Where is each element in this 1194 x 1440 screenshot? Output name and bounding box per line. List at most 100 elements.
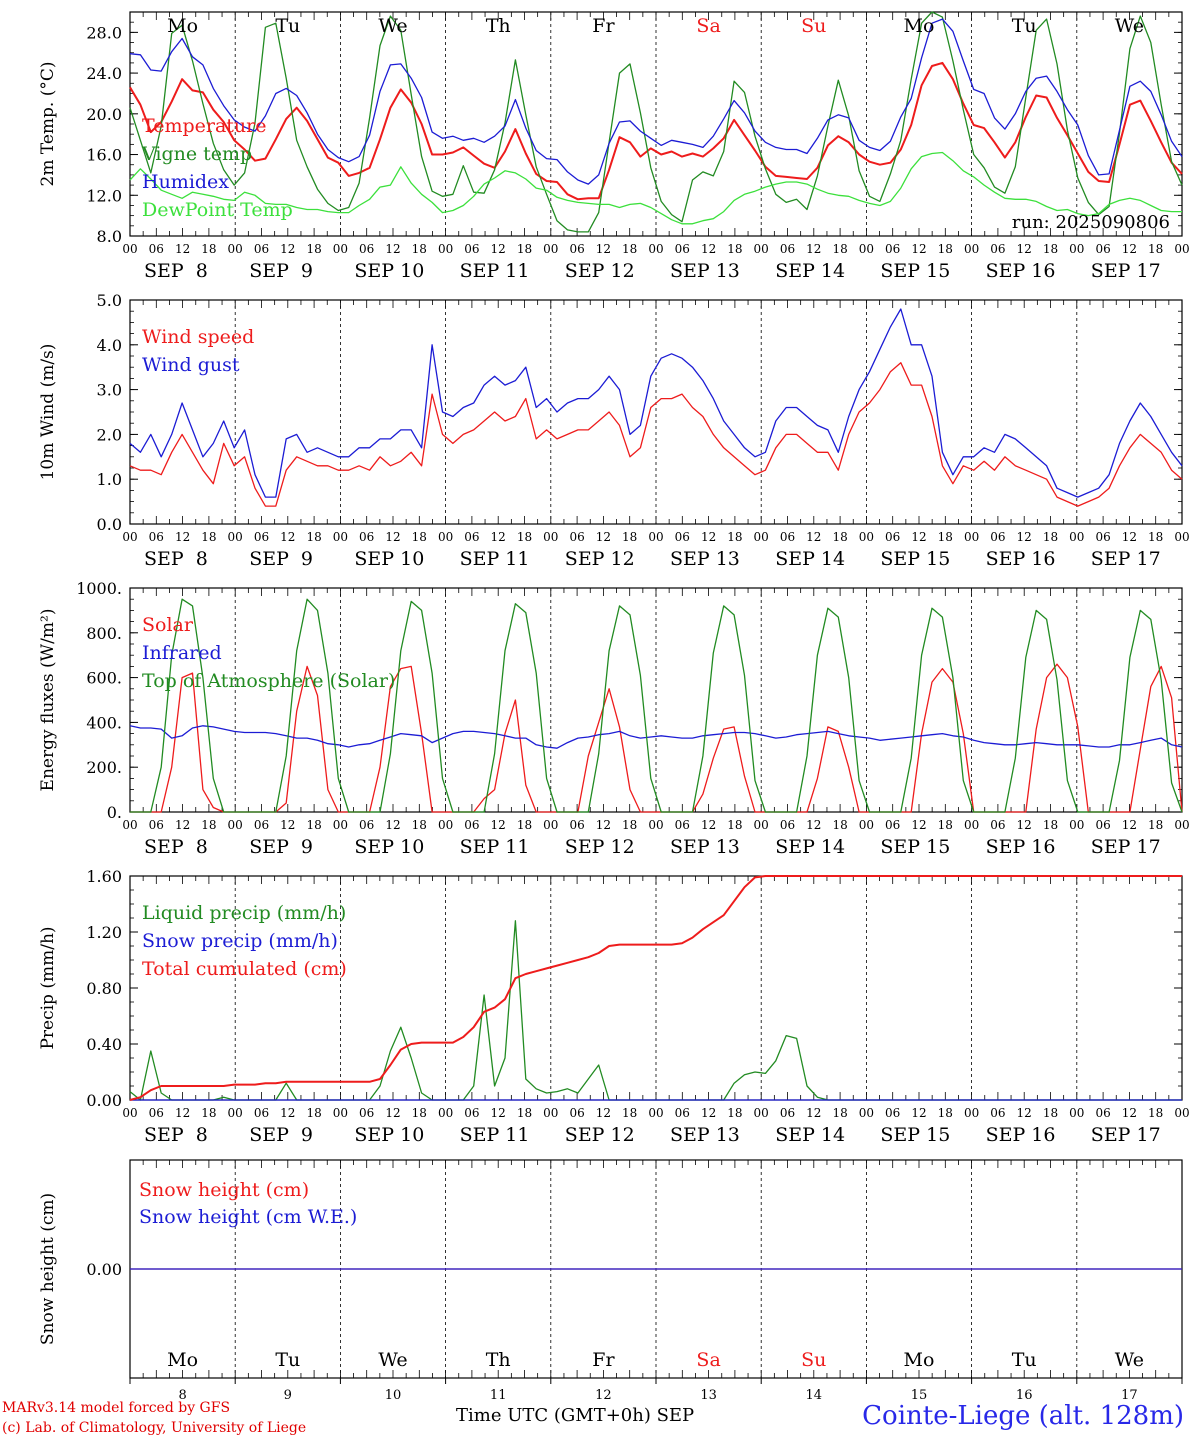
hour-label: 18	[306, 242, 321, 256]
hour-label: 00	[648, 818, 663, 832]
date-label: SEP 15	[880, 260, 950, 282]
hour-label: 06	[149, 530, 164, 544]
hour-label: 18	[1043, 530, 1058, 544]
hour-label: 12	[175, 530, 190, 544]
date-label: SEP 12	[565, 548, 635, 570]
weekday-label: Mo	[167, 1349, 198, 1371]
series-line-infrared	[129, 725, 1183, 749]
y-tick-label: 20.0	[86, 105, 122, 124]
hour-label: 00	[228, 530, 243, 544]
hour-label: 00	[1174, 242, 1189, 256]
date-label: SEP 11	[460, 260, 530, 282]
y-tick-label: 0.80	[86, 979, 122, 998]
y-axis-label: Snow height (cm)	[38, 1193, 58, 1345]
hour-label: 18	[1043, 818, 1058, 832]
hour-label: 18	[832, 242, 847, 256]
series-line-vigne-temp	[129, 11, 1183, 233]
panel-3: 0. 200. 400. 600. 800. 1000. Energy fluxes (W/…	[38, 579, 1190, 858]
weekday-label: We	[378, 15, 407, 37]
hour-label: 18	[622, 530, 637, 544]
hour-label: 00	[438, 242, 453, 256]
legend-wind-gust: Wind gust	[142, 354, 240, 376]
hour-label: 00	[964, 818, 979, 832]
weekday-label: Sa	[696, 15, 720, 37]
hour-label: 00	[754, 242, 769, 256]
hour-label: 06	[780, 818, 795, 832]
legend-top-of-atmosphere-solar-: Top of Atmosphere (Solar)	[142, 670, 395, 692]
hour-label: 06	[990, 1106, 1005, 1120]
hour-label: 12	[596, 1106, 611, 1120]
panel-1: 8.0 12.0 16.0 20.0 24.0 28.0 2m Temp. (°C) Temp…	[38, 11, 1190, 282]
weekday-label: Th	[486, 1349, 511, 1371]
hour-label: 18	[1148, 818, 1163, 832]
date-label: SEP 14	[775, 260, 845, 282]
series-line-wind-speed	[129, 362, 1183, 507]
weekday-label: Mo	[167, 15, 198, 37]
hour-label: 06	[1095, 242, 1110, 256]
day-number: 17	[1121, 1388, 1138, 1403]
hour-label: 06	[780, 1106, 795, 1120]
hour-label: 00	[859, 818, 874, 832]
y-tick-label: 800.	[86, 624, 122, 643]
day-number: 12	[595, 1388, 612, 1403]
hour-label: 06	[885, 818, 900, 832]
weekday-label: Su	[801, 15, 826, 37]
legend-infrared: Infrared	[142, 642, 222, 664]
day-number: 9	[284, 1388, 292, 1403]
hour-label: 18	[832, 1106, 847, 1120]
legend-humidex: Humidex	[142, 171, 229, 193]
hour-label: 00	[648, 242, 663, 256]
hour-label: 18	[727, 530, 742, 544]
hour-label: 12	[1017, 242, 1032, 256]
date-label: SEP 15	[880, 548, 950, 570]
hour-label: 12	[701, 1106, 716, 1120]
hour-label: 00	[859, 1106, 874, 1120]
date-label: SEP 13	[670, 1124, 740, 1146]
weekday-label: We	[1115, 15, 1144, 37]
hour-label: 00	[754, 1106, 769, 1120]
hour-label: 06	[254, 1106, 269, 1120]
hour-label: 00	[754, 818, 769, 832]
hour-label: 18	[306, 530, 321, 544]
weekday-label: Mo	[904, 1349, 935, 1371]
date-label: SEP 9	[249, 1124, 313, 1146]
hour-label: 12	[491, 818, 506, 832]
hour-label: 00	[333, 530, 348, 544]
date-label: SEP 17	[1091, 548, 1161, 570]
hour-label: 18	[412, 818, 427, 832]
date-label: SEP 13	[670, 260, 740, 282]
hour-label: 06	[359, 530, 374, 544]
y-tick-label: 0.	[107, 803, 122, 822]
hour-label: 00	[1069, 1106, 1084, 1120]
legend-vigne-temp: Vigne temp	[141, 143, 252, 165]
hour-label: 06	[990, 242, 1005, 256]
y-tick-label: 5.0	[97, 291, 122, 310]
day-number: 15	[911, 1388, 928, 1403]
hour-label: 00	[122, 530, 137, 544]
time-axis-label: Time UTC (GMT+0h) SEP	[456, 1405, 695, 1426]
day-number: 14	[806, 1388, 823, 1403]
hour-label: 06	[254, 530, 269, 544]
date-label: SEP 8	[144, 836, 208, 858]
hour-label: 06	[675, 818, 690, 832]
hour-label: 00	[964, 242, 979, 256]
y-tick-label: 16.0	[86, 146, 122, 165]
hour-label: 12	[596, 530, 611, 544]
hour-label: 12	[280, 530, 295, 544]
hour-label: 12	[1122, 818, 1137, 832]
hour-label: 00	[228, 242, 243, 256]
hour-label: 00	[438, 818, 453, 832]
date-label: SEP 9	[249, 548, 313, 570]
weekday-label: We	[1115, 1349, 1144, 1371]
legend-snow-height-cm-: Snow height (cm)	[139, 1179, 309, 1201]
date-label: SEP 14	[775, 548, 845, 570]
hour-label: 06	[569, 818, 584, 832]
hour-label: 12	[385, 530, 400, 544]
date-label: SEP 12	[565, 1124, 635, 1146]
series-line-top-of-atmosphere-solar-	[130, 598, 1183, 813]
legend-liquid-precip-mm-h-: Liquid precip (mm/h)	[142, 902, 346, 924]
hour-label: 00	[1069, 530, 1084, 544]
hour-label: 06	[464, 530, 479, 544]
hour-label: 18	[517, 530, 532, 544]
date-label: SEP 17	[1091, 836, 1161, 858]
